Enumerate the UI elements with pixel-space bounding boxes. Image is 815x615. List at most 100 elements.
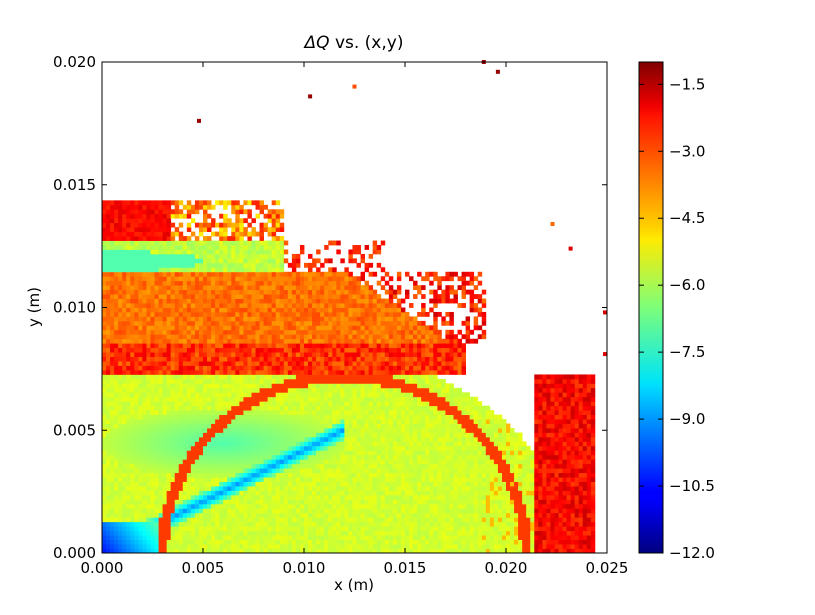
heatmap-cell [251, 352, 256, 357]
heatmap-cell [166, 271, 172, 277]
heatmap-cell [190, 258, 196, 264]
heatmap-cell [352, 436, 357, 442]
heatmap-cell [372, 512, 378, 518]
heatmap-cell [211, 463, 216, 469]
heatmap-cell [328, 285, 333, 291]
heatmap-cell [263, 405, 269, 411]
heatmap-cell [255, 494, 260, 500]
heatmap-cell [138, 316, 143, 322]
heatmap-cell [170, 276, 176, 282]
heatmap-cell [170, 231, 176, 237]
heatmap-cell [336, 508, 341, 514]
heatmap-cell [340, 535, 345, 541]
heatmap-cell [106, 517, 111, 523]
heatmap-cell [235, 231, 240, 237]
heatmap-cell [344, 517, 349, 523]
heatmap-cell [174, 227, 180, 233]
heatmap-cell [275, 249, 281, 255]
heatmap-cell [247, 450, 252, 456]
heatmap-cell [344, 423, 349, 429]
heatmap-cell [122, 222, 127, 228]
heatmap-cell [251, 218, 256, 224]
heatmap-cell [219, 294, 224, 299]
heatmap-cell [138, 481, 143, 487]
heatmap-cell [239, 414, 244, 420]
heatmap-cell [110, 369, 115, 375]
heatmap-cell [312, 499, 317, 505]
heatmap-cell [130, 316, 135, 322]
heatmap-cell [190, 486, 196, 491]
heatmap-cell [207, 517, 212, 523]
heatmap-cell [267, 365, 273, 371]
heatmap-cell [182, 245, 188, 250]
heatmap-cell [291, 276, 297, 282]
heatmap-cell [110, 463, 115, 469]
heatmap-cell [178, 347, 184, 353]
heatmap-cell [190, 401, 196, 407]
heatmap-cell [182, 535, 188, 541]
heatmap-cell [364, 463, 370, 469]
heatmap-cell [316, 311, 321, 317]
heatmap-cell [263, 369, 269, 375]
heatmap-cell [304, 365, 309, 371]
heatmap-cell [247, 445, 252, 451]
heatmap-cell [352, 343, 357, 349]
heatmap-cell [162, 517, 168, 523]
heatmap-cell [134, 289, 139, 295]
heatmap-cell [142, 530, 147, 536]
heatmap-cell [130, 253, 135, 259]
heatmap-cell [118, 512, 123, 518]
heatmap-cell [255, 258, 260, 264]
heatmap-cell [328, 303, 333, 308]
heatmap-cell [170, 258, 176, 264]
heatmap-cell [299, 521, 305, 527]
heatmap-cell [283, 347, 289, 353]
heatmap-cell [316, 477, 321, 482]
heatmap-cell [360, 494, 365, 500]
heatmap-cell [275, 387, 281, 393]
heatmap-cell [259, 334, 264, 340]
heatmap-cell [138, 463, 143, 469]
heatmap-cell [372, 271, 378, 277]
heatmap-cell [154, 481, 159, 487]
heatmap-cell [219, 320, 224, 326]
heatmap-cell [186, 481, 192, 487]
heatmap-cell [295, 392, 301, 398]
heatmap-cell [215, 436, 220, 442]
heatmap-cell [130, 249, 135, 255]
heatmap-cell [194, 258, 200, 264]
heatmap-cell [138, 459, 143, 465]
heatmap-cell [239, 347, 244, 353]
heatmap-cell [368, 396, 374, 402]
heatmap-cell [336, 374, 341, 380]
heatmap-cell [198, 486, 204, 491]
heatmap-cell [287, 445, 293, 451]
heatmap-cell [126, 423, 131, 429]
heatmap-cell [130, 352, 135, 357]
heatmap-cell [275, 276, 281, 282]
heatmap-cell [360, 387, 365, 393]
heatmap-cell [320, 378, 325, 384]
heatmap-cell [138, 218, 143, 224]
heatmap-cell [312, 320, 317, 326]
heatmap-cell [134, 311, 139, 317]
heatmap-cell [312, 494, 317, 500]
heatmap-cell [243, 267, 248, 273]
heatmap-cell [364, 526, 370, 532]
heatmap-cell [223, 441, 228, 447]
heatmap-cell [235, 539, 240, 545]
heatmap-layer [102, 200, 596, 553]
heatmap-cell [376, 539, 382, 545]
heatmap-cell [231, 227, 236, 233]
heatmap-cell [304, 262, 309, 268]
heatmap-cell [170, 494, 176, 500]
heatmap-cell [122, 276, 127, 282]
heatmap-cell [279, 271, 285, 277]
heatmap-cell [316, 544, 321, 549]
heatmap-cell [287, 436, 293, 442]
heatmap-cell [279, 521, 285, 527]
heatmap-cell [219, 329, 224, 335]
heatmap-cell [162, 245, 168, 250]
heatmap-cell [320, 361, 325, 366]
